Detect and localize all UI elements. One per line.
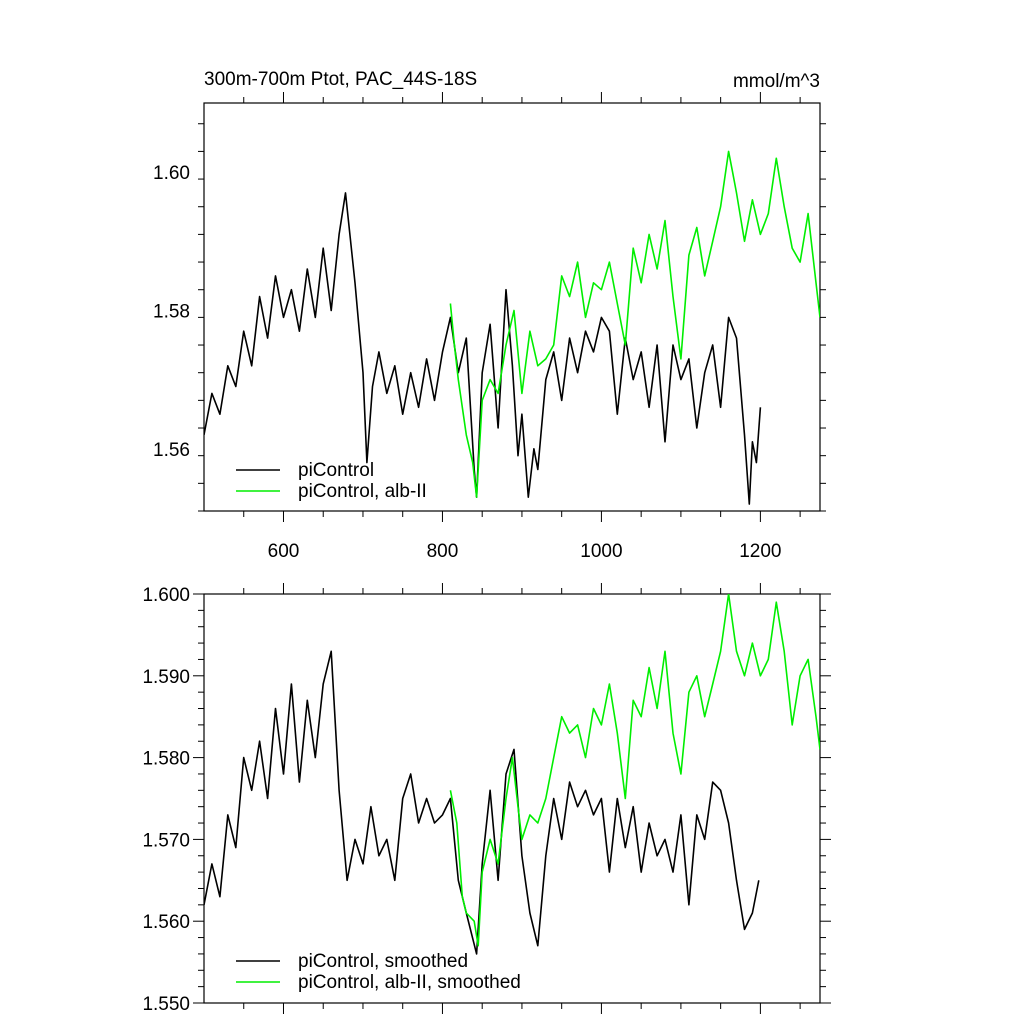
bottom-chart: 1.550 1.560 1.570 1.580 1.590 1.600 piControl,… xyxy=(142,583,831,1015)
series-line-0 xyxy=(204,650,760,955)
y-tick-label: 1.570 xyxy=(142,830,190,851)
legend-label-0: piControl, smoothed xyxy=(298,951,468,972)
y-tick-label: 1.60 xyxy=(153,163,190,184)
top-chart: 600 800 1000 1200 1.56 1.58 1.60 piControlpiCon… xyxy=(153,92,826,562)
y-tick-label: 1.550 xyxy=(142,994,190,1015)
y-tick-label: 1.560 xyxy=(142,912,190,933)
series-line-0 xyxy=(204,192,762,505)
x-tick-label: 1000 xyxy=(580,541,622,562)
x-tick-label: 1200 xyxy=(739,541,781,562)
plot-frame xyxy=(203,102,821,512)
x-tick-label: 600 xyxy=(268,541,300,562)
top-chart-title: 300m-700m Ptot, PAC_44S-18S xyxy=(204,69,477,90)
y-tick-label: 1.600 xyxy=(142,585,190,606)
series-line-1 xyxy=(449,150,820,499)
plot-frame xyxy=(203,593,821,1004)
y-tick-label: 1.56 xyxy=(153,440,190,461)
legend-label-0: piControl xyxy=(298,460,374,481)
legend-label-1: piControl, alb-II xyxy=(298,481,427,502)
series-line-1 xyxy=(449,594,820,947)
top-chart-units: mmol/m^3 xyxy=(733,71,820,92)
x-tick-label: 800 xyxy=(427,541,459,562)
y-tick-label: 1.590 xyxy=(142,667,190,688)
y-tick-label: 1.58 xyxy=(153,301,190,322)
legend-label-1: piControl, alb-II, smoothed xyxy=(298,972,521,993)
y-tick-label: 1.580 xyxy=(142,749,190,770)
